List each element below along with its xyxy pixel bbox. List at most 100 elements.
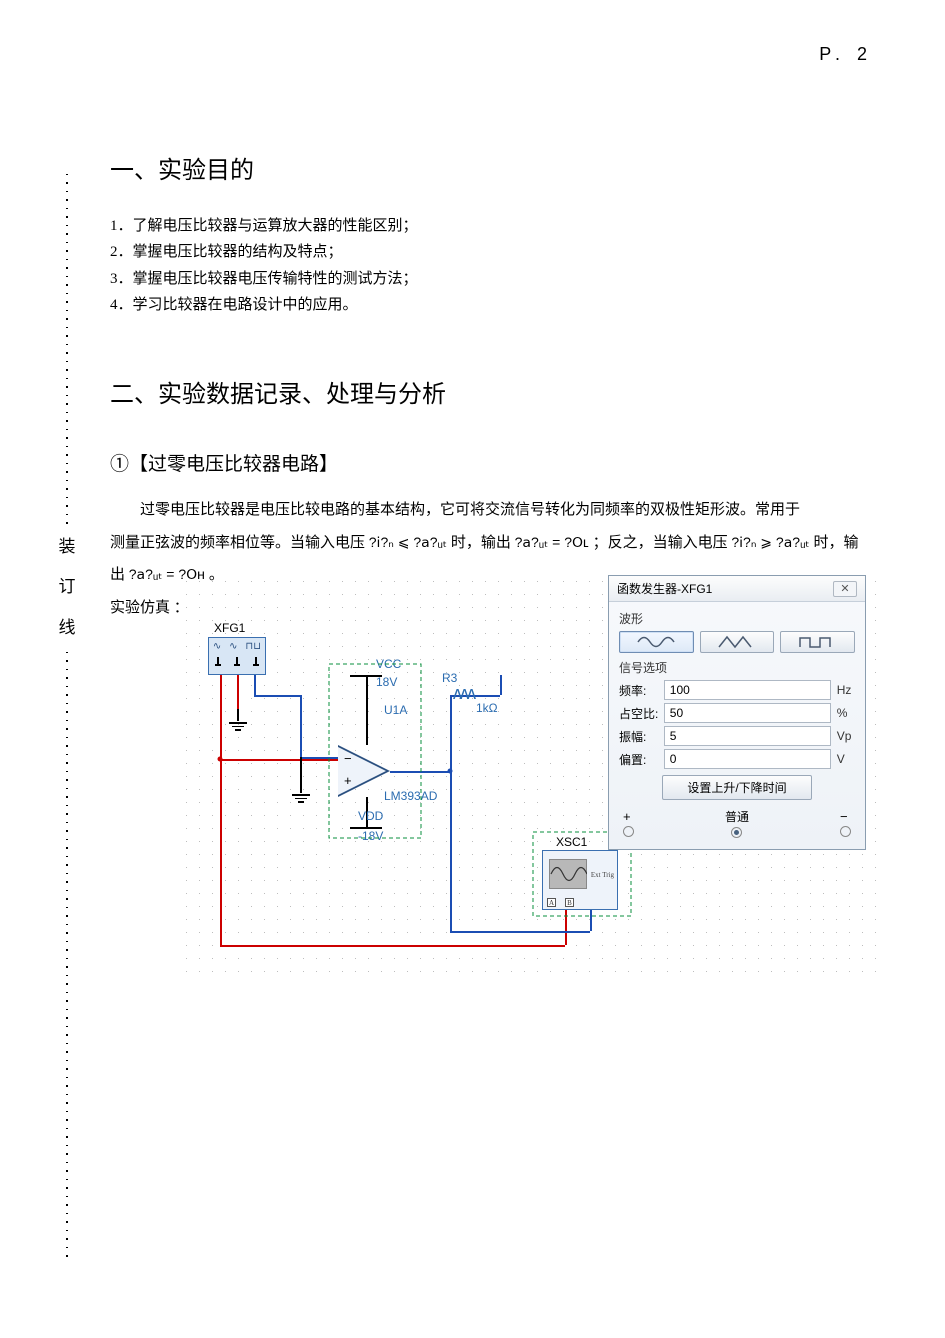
normal-radio[interactable] bbox=[731, 827, 742, 838]
xsc1-port-b: B bbox=[565, 898, 574, 907]
objectives-list: 1．了解电压比较器与运算放大器的性能区别； 2．掌握电压比较器的结构及特点； 3… bbox=[110, 213, 870, 318]
xsc1-block[interactable]: Ext Trig A B bbox=[542, 850, 618, 910]
wire bbox=[237, 675, 239, 709]
objective-item: 2．掌握电压比较器的结构及特点； bbox=[110, 239, 870, 265]
polarity-row: + 普通 − bbox=[619, 808, 855, 839]
formula-lhs: ?𝖺?ᵤₜ bbox=[129, 566, 163, 582]
xfg1-wave-icons: ∿∿⊓⊔ bbox=[209, 641, 265, 655]
fgen-titlebar[interactable]: 函数发生器-XFG1 ✕ bbox=[609, 576, 865, 602]
sine-icon bbox=[636, 635, 676, 649]
freq-row: 频率: Hz bbox=[619, 680, 855, 700]
binding-char-1: 装 bbox=[59, 537, 76, 557]
binding-char-2: 订 bbox=[59, 577, 76, 597]
plus-radio[interactable] bbox=[623, 826, 634, 837]
group-outline bbox=[328, 663, 422, 839]
formula-2: ?𝖺?ᵤₜ = ?𝖮ʟ bbox=[515, 534, 593, 550]
duty-label: 占空比: bbox=[619, 705, 664, 722]
formula-lhs: ?𝗂?ₙ bbox=[369, 534, 394, 550]
wire bbox=[450, 931, 590, 933]
duty-row: 占空比: % bbox=[619, 703, 855, 723]
section-1-title: 一、实验目的 bbox=[110, 150, 870, 185]
function-generator-panel[interactable]: 函数发生器-XFG1 ✕ 波形 信号选项 频率: Hz 占空比: % bbox=[608, 575, 866, 850]
polarity-plus[interactable]: + bbox=[623, 809, 634, 838]
polarity-minus[interactable]: − bbox=[840, 809, 851, 838]
ground-icon bbox=[229, 709, 247, 731]
opamp-plus-label: + bbox=[344, 773, 352, 788]
waveform-buttons bbox=[619, 631, 855, 653]
formula-op: ⩽ bbox=[398, 534, 410, 550]
paragraph-line-2: 测量正弦波的频率相位等。当输入电压 ?𝗂?ₙ ⩽ ?𝖺?ᵤₜ 时，输出 ?𝖺?ᵤ… bbox=[110, 529, 870, 558]
formula-op: ⩾ bbox=[760, 534, 772, 550]
square-icon bbox=[798, 635, 838, 649]
binding-dots-top bbox=[66, 170, 68, 527]
xfg1-block[interactable]: ∿∿⊓⊔ bbox=[208, 637, 266, 675]
amp-row: 振幅: Vp bbox=[619, 726, 855, 746]
wire-node bbox=[448, 769, 453, 774]
binding-dots-bottom bbox=[66, 648, 68, 1260]
triangle-icon bbox=[717, 635, 757, 649]
duty-unit: % bbox=[831, 706, 855, 720]
text-fragment: 测量正弦波的频率相位等。当输入电压 bbox=[110, 535, 369, 551]
r-value-label: 1kΩ bbox=[476, 701, 498, 715]
opamp-minus-label: − bbox=[344, 751, 352, 766]
duty-input[interactable] bbox=[664, 703, 831, 723]
formula-1: ?𝗂?ₙ ⩽ ?𝖺?ᵤₜ bbox=[369, 534, 451, 550]
offset-input[interactable] bbox=[664, 749, 831, 769]
formula-lhs: ?𝗂?ₙ bbox=[731, 534, 756, 550]
plus-label: + bbox=[623, 809, 631, 824]
amp-label: 振幅: bbox=[619, 728, 664, 745]
formula-op: = bbox=[552, 534, 560, 550]
resistor-icon: ʌʌʌ bbox=[453, 683, 474, 704]
xsc1-ports: A B bbox=[547, 898, 574, 907]
signal-group-label: 信号选项 bbox=[619, 659, 855, 676]
wire bbox=[450, 771, 452, 931]
normal-label: 普通 bbox=[725, 810, 749, 824]
formula-lhs: ?𝖺?ᵤₜ bbox=[515, 534, 549, 550]
fgen-title-text: 函数发生器-XFG1 bbox=[617, 580, 712, 597]
offset-label: 偏置: bbox=[619, 751, 664, 768]
binding-column: 装 订 线 bbox=[52, 170, 82, 1260]
freq-unit: Hz bbox=[831, 683, 855, 697]
minus-label: − bbox=[840, 809, 848, 824]
wave-square-button[interactable] bbox=[780, 631, 855, 653]
freq-input[interactable] bbox=[664, 680, 831, 700]
text-fragment: 出 bbox=[110, 567, 125, 583]
formula-rhs: ?𝖮ʟ bbox=[564, 534, 588, 550]
wire bbox=[254, 695, 300, 697]
xfg1-pins bbox=[209, 657, 265, 671]
xsc1-ext-trig: Ext Trig bbox=[591, 871, 614, 879]
wire bbox=[500, 675, 502, 695]
formula-op: = bbox=[166, 566, 174, 582]
wave-sine-button[interactable] bbox=[619, 631, 694, 653]
formula-rhs: ?𝖺?ᵤₜ bbox=[413, 534, 447, 550]
waveform-group-label: 波形 bbox=[619, 610, 855, 627]
polarity-normal[interactable]: 普通 bbox=[725, 808, 749, 839]
text-fragment: ；反之，当输入电压 bbox=[593, 535, 732, 551]
wave-triangle-button[interactable] bbox=[700, 631, 775, 653]
xsc1-wave-icon bbox=[549, 859, 587, 889]
subsection-1-title: ①【过零电压比较器电路】 bbox=[110, 449, 870, 476]
xsc1-label: XSC1 bbox=[556, 835, 587, 849]
objective-item: 4．学习比较器在电路设计中的应用。 bbox=[110, 292, 870, 318]
freq-label: 频率: bbox=[619, 682, 664, 699]
xfg1-label: XFG1 bbox=[214, 621, 245, 635]
xsc1-port-a: A bbox=[547, 898, 556, 907]
offset-row: 偏置: V bbox=[619, 749, 855, 769]
binding-char-3: 线 bbox=[59, 618, 76, 638]
offset-unit: V bbox=[831, 752, 855, 766]
ground-icon bbox=[292, 781, 310, 803]
formula-3: ?𝗂?ₙ ⩾ ?𝖺?ᵤₜ bbox=[731, 534, 813, 550]
text-fragment: 时，输出 bbox=[451, 535, 515, 551]
close-button[interactable]: ✕ bbox=[833, 581, 857, 597]
objective-item: 1．了解电压比较器与运算放大器的性能区别； bbox=[110, 213, 870, 239]
objective-item: 3．掌握电压比较器电压传输特性的测试方法； bbox=[110, 266, 870, 292]
section-2-title: 二、实验数据记录、处理与分析 bbox=[110, 374, 870, 409]
amp-input[interactable] bbox=[664, 726, 831, 746]
rise-fall-button[interactable]: 设置上升/下降时间 bbox=[662, 775, 812, 800]
text-fragment: 时，输 bbox=[813, 535, 858, 551]
minus-radio[interactable] bbox=[840, 826, 851, 837]
wire bbox=[300, 757, 302, 781]
amp-unit: Vp bbox=[831, 729, 855, 743]
formula-rhs: ?𝖺?ᵤₜ bbox=[776, 534, 810, 550]
wire bbox=[220, 759, 338, 761]
